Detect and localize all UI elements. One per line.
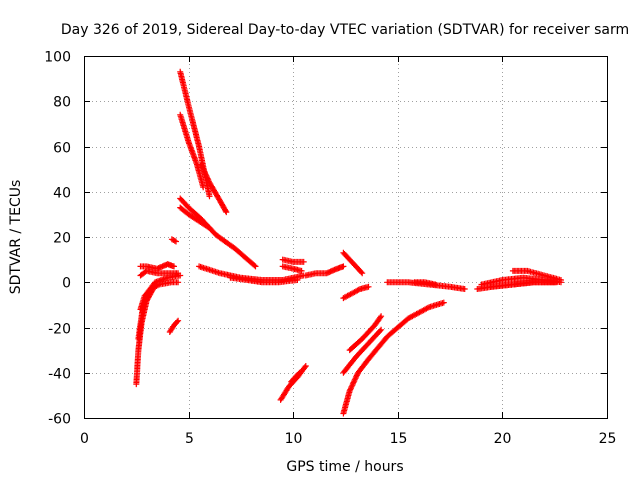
data-marker-path [168, 236, 179, 245]
y-tick-label: 100 [44, 50, 71, 66]
data-marker-path [279, 263, 305, 274]
data-segment-arc-5 [137, 261, 177, 272]
data-marker-path [227, 274, 301, 286]
data-marker-path [340, 326, 385, 376]
data-segment-arc-22 [340, 356, 372, 417]
data-segment-arc-6 [166, 317, 182, 335]
data-segment-arc-16 [288, 369, 303, 385]
data-marker-path [302, 263, 347, 279]
data-segment-arc-3 [137, 279, 182, 313]
data-marker-path [411, 279, 439, 288]
data-segment-arc-25 [346, 313, 385, 354]
data-segment-arc-19 [302, 263, 347, 279]
data-marker-path [137, 267, 182, 279]
x-tick-label: 10 [285, 431, 303, 447]
data-marker-path [137, 279, 182, 313]
x-tick-label: 15 [390, 431, 408, 447]
data-marker-path [288, 369, 303, 385]
data-marker-path [279, 256, 307, 265]
data-marker-path [198, 161, 230, 216]
chart-title: Day 326 of 2019, Sidereal Day-to-day VTE… [61, 22, 629, 38]
data-marker-path [177, 204, 213, 231]
data-marker-path [509, 267, 564, 283]
data-segment-arc-10 [198, 161, 230, 216]
axes: 0 5 10 15 20 25 -60 -40 -20 0 20 40 60 80 100 [44, 50, 616, 448]
data-points [133, 68, 564, 417]
data-segment-arc-17 [279, 256, 307, 265]
data-segment-arc-21 [340, 283, 372, 302]
data-segment-arc-23 [365, 299, 447, 363]
x-tick-label: 20 [494, 431, 512, 447]
grid [84, 56, 607, 418]
data-segment-arc-7 [168, 236, 179, 245]
x-tick-label: 25 [599, 431, 617, 447]
data-marker-path [166, 317, 182, 335]
data-segment-arc-12 [177, 204, 213, 231]
data-marker-path [137, 261, 177, 272]
data-marker-path [365, 299, 447, 363]
y-tick-label: -40 [48, 367, 71, 383]
data-marker-path [346, 313, 385, 354]
x-axis-label: GPS time / hours [286, 459, 403, 475]
y-tick-label: 20 [53, 231, 71, 247]
y-tick-label: 80 [53, 95, 71, 111]
data-segment-arc-9 [177, 111, 207, 191]
y-axis-label: SDTVAR / TECUs [8, 180, 24, 295]
y-tick-label: 60 [53, 141, 71, 157]
data-segment-arc-27 [411, 279, 439, 288]
data-marker-path [340, 283, 372, 302]
data-segment-arc-20 [340, 249, 366, 277]
data-marker-path [340, 356, 372, 417]
y-tick-label: -20 [48, 322, 71, 338]
data-marker-path [488, 279, 560, 290]
y-tick-label: -60 [48, 412, 71, 428]
data-segment-arc-18 [279, 263, 305, 274]
x-tick-label: 5 [185, 431, 194, 447]
x-tick-label: 0 [80, 431, 89, 447]
y-tick-label: 0 [62, 276, 71, 292]
data-segment-arc-30 [488, 279, 560, 290]
data-segment-arc-14 [227, 274, 301, 286]
data-marker-path [340, 249, 366, 277]
plot-frame [84, 56, 608, 419]
data-segment-arc-24 [340, 326, 385, 376]
data-segment-arc-4 [137, 267, 182, 279]
data-segment-arc-31 [509, 267, 564, 283]
y-tick-label: 40 [53, 186, 71, 202]
data-marker-path [177, 111, 207, 191]
